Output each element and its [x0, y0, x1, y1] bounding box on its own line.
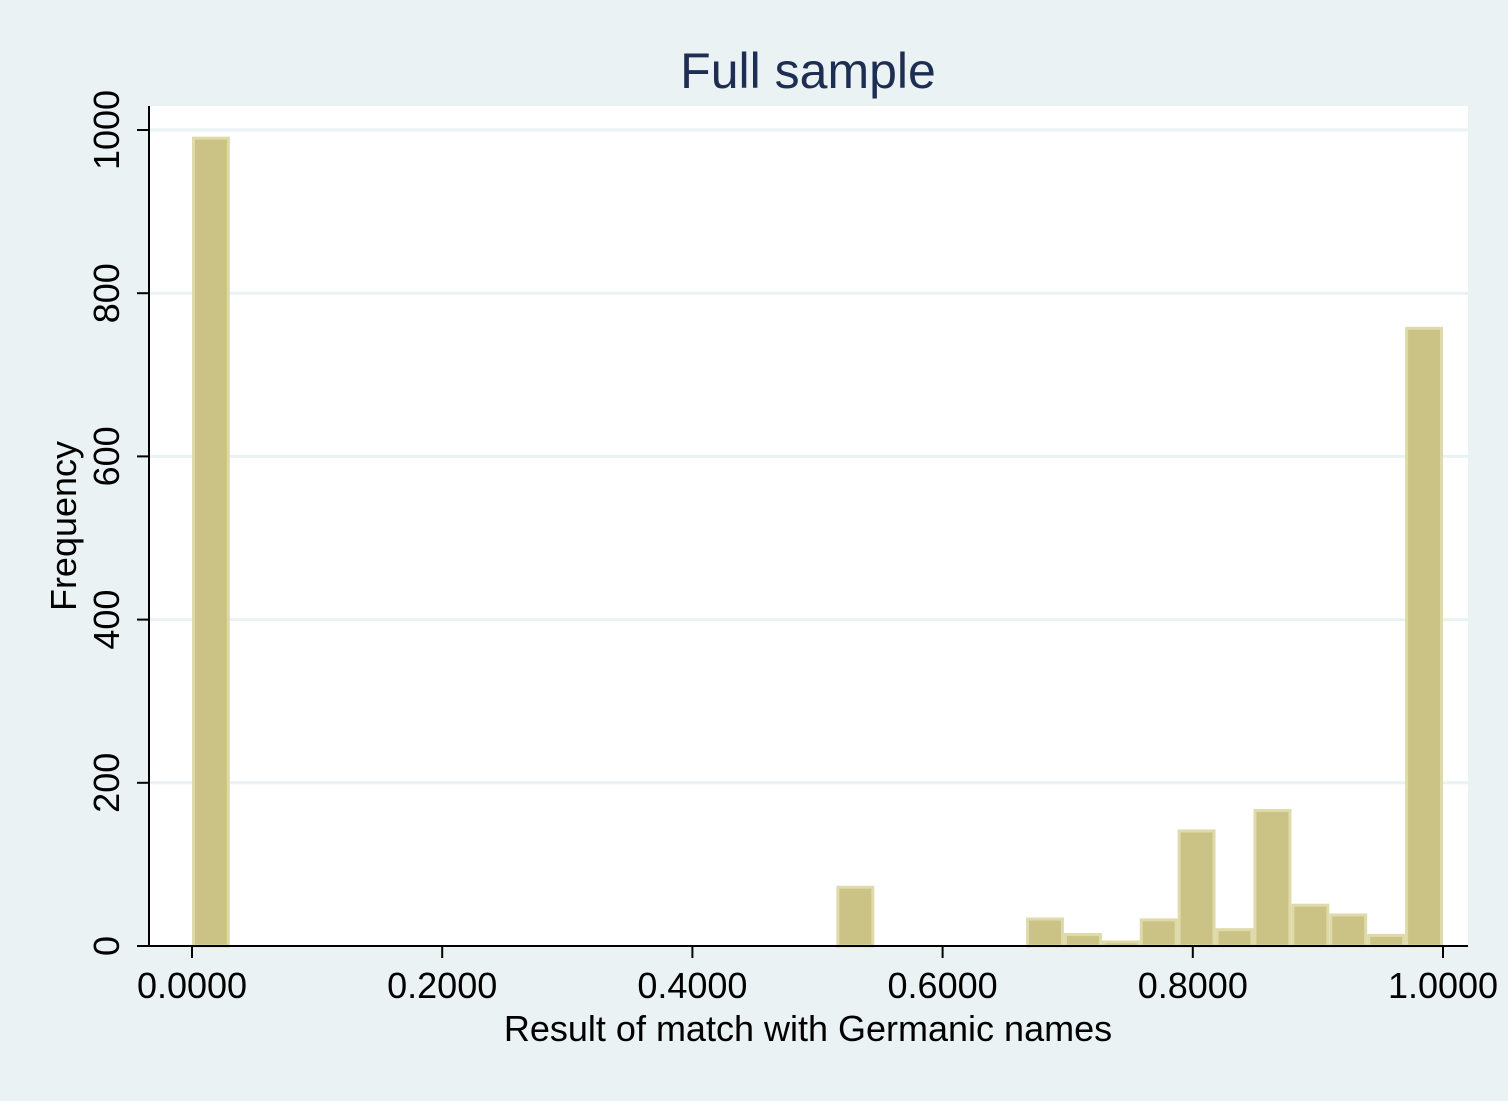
axes	[148, 106, 1468, 947]
plot-area	[149, 106, 1468, 946]
x-tick-label-0.6000: 0.6000	[888, 965, 998, 1006]
histogram-bar-1	[836, 885, 875, 948]
x-axis-label: Result of match with Germanic names	[504, 1008, 1112, 1049]
x-tick-label-0.0000: 0.0000	[137, 965, 247, 1006]
bars	[192, 136, 1444, 948]
x-tick-label-0.8000: 0.8000	[1138, 965, 1248, 1006]
ticks: 0 200 400 600 800 1000 0.0000 0.2000 0.4000 0.600…	[86, 90, 1498, 1006]
y-tick-label-800: 800	[86, 263, 127, 323]
y-tick-label-200: 200	[86, 753, 127, 813]
y-tick-label-0: 0	[86, 936, 127, 956]
x-tick-label-0.4000: 0.4000	[637, 965, 747, 1006]
y-tick-label-400: 400	[86, 590, 127, 650]
histogram-bar-0	[192, 136, 230, 948]
grid-lines	[149, 128, 1468, 785]
histogram-bar-6	[1177, 829, 1216, 948]
histogram-bar-11	[1367, 933, 1406, 948]
x-tick-label-0.2000: 0.2000	[387, 965, 497, 1006]
x-tick-label-1.0000: 1.0000	[1388, 965, 1498, 1006]
histogram-bar-7	[1215, 928, 1254, 948]
histogram-bar-8	[1253, 809, 1292, 948]
chart-title: Full sample	[680, 43, 936, 99]
histogram-bar-2	[1026, 917, 1064, 948]
y-tick-label-600: 600	[86, 426, 127, 486]
histogram-bar-10	[1329, 913, 1368, 948]
y-tick-label-1000: 1000	[86, 90, 127, 170]
y-axis-label: Frequency	[43, 441, 84, 611]
histogram-bar-12	[1405, 326, 1444, 948]
histogram-bar-3	[1063, 933, 1102, 948]
histogram-bar-5	[1139, 918, 1178, 948]
histogram-bar-9	[1291, 903, 1330, 948]
